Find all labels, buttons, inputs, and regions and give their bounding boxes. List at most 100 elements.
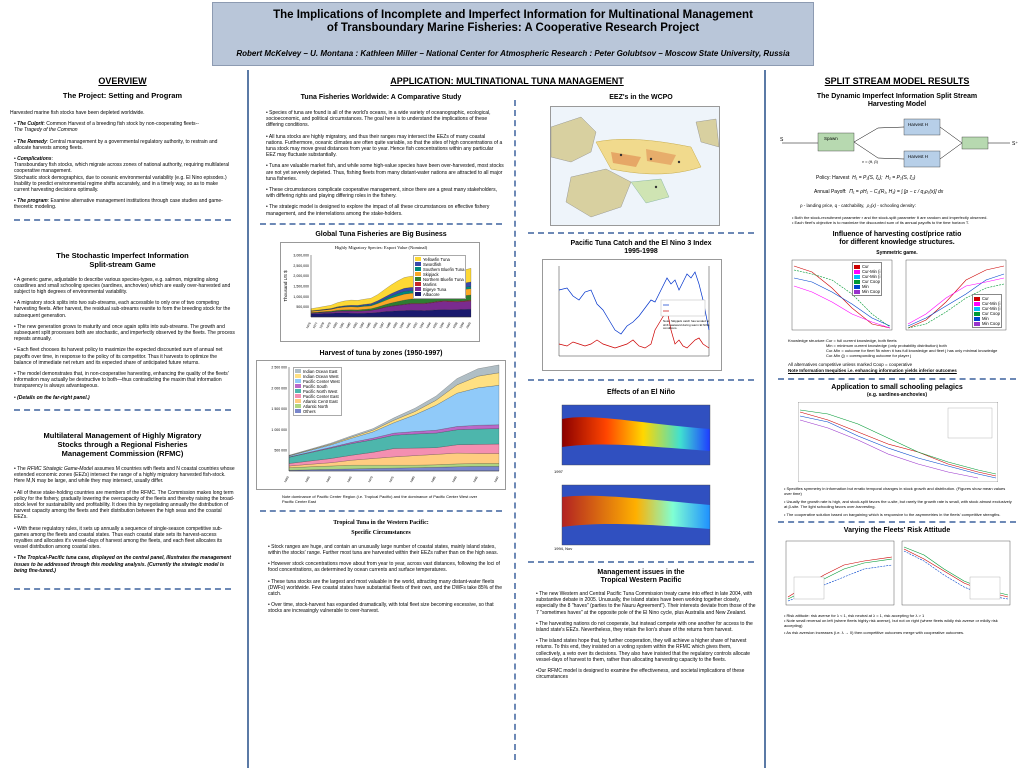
eez-heading: EEZ's in the WCPO bbox=[609, 94, 673, 101]
legend-item: Pacific South bbox=[295, 384, 340, 389]
x-tick-label: 1978 bbox=[318, 321, 325, 329]
knowledge-min: Min = minimum current knowledge (only pr… bbox=[826, 343, 947, 348]
x-tick-label: 1993 bbox=[418, 321, 425, 329]
y-tick-label: 500 000 bbox=[274, 449, 287, 453]
stochastic-p3-text: The new generation grows to maturity and… bbox=[14, 323, 235, 343]
multi-p3-text: With these regulatory rules, it sets up … bbox=[14, 525, 223, 551]
global-chart-title: Highly Migratory Species: Export Value (… bbox=[334, 244, 428, 250]
stochastic-p6: • (Details on the far-right panel.) bbox=[14, 394, 90, 401]
poster-title: The Implications of Incomplete and Imper… bbox=[213, 9, 813, 35]
tuna-p3: • Tuna are valuable market fish, and whi… bbox=[266, 163, 504, 182]
legend-item: Min Coop bbox=[974, 321, 1000, 326]
legend-item: Min bbox=[974, 316, 1000, 321]
multi-p1-b: RFMC Strategic Game-Model bbox=[27, 465, 93, 472]
risk-bullets: • Risk attitude: risk averse for λ < 1, … bbox=[770, 609, 1024, 635]
complication-1: Transboundary fish stocks, which migrate… bbox=[14, 162, 230, 175]
risk-b3: • As risk aversion increases (i.e. λ → 0… bbox=[784, 630, 965, 635]
school-b1: • Specifies symmetry in information but … bbox=[784, 486, 1006, 496]
result-b1-text: Both the stock-recruitment parameter r a… bbox=[794, 215, 988, 220]
x-tick-label: 1950 bbox=[283, 475, 290, 483]
schooling-bullets: • Specifies symmetry in information but … bbox=[770, 482, 1024, 517]
legend-swatch bbox=[415, 282, 421, 287]
result-b2-text: Each fleet's objective is to maximize th… bbox=[794, 220, 969, 225]
svg-text:S: S bbox=[780, 137, 784, 143]
x-tick-label: 1997 bbox=[445, 321, 452, 329]
y-tick-label: 2,500,000 bbox=[293, 264, 309, 268]
tuna-subcolumn: Tuna Fisheries Worldwide: A Comparative … bbox=[252, 94, 510, 620]
catch-elnino-chart bbox=[558, 266, 710, 357]
multi-p4: • The Tropical-Pacific tuna case, displa… bbox=[14, 555, 232, 574]
legend-swatch bbox=[295, 409, 301, 414]
legend-item: Pacific Center West bbox=[295, 379, 340, 384]
legend-label: Pacific South bbox=[303, 383, 328, 389]
influence-charts: Cur Cur-Min (i Cur-Min (i Cur Coop Min Min Co… bbox=[782, 258, 1012, 336]
x-tick-label: 1987 bbox=[378, 321, 385, 329]
x-tick-label: 1980 bbox=[332, 321, 339, 329]
divider bbox=[14, 218, 231, 221]
tuna-p1-text: Species of tuna are found is all of the … bbox=[266, 110, 491, 129]
divider bbox=[14, 408, 231, 411]
program-label: The program bbox=[17, 198, 48, 205]
legend-swatch bbox=[415, 292, 421, 297]
legend-swatch bbox=[854, 284, 860, 289]
overview-heading: OVERVIEW bbox=[98, 76, 147, 86]
tuna-p5: • The strategic model is designed to exp… bbox=[266, 204, 490, 217]
poster-authors: Robert McKelvey – U. Montana : Kathleen … bbox=[236, 49, 790, 58]
tropical-heading: Tropical Tuna in the Western Pacific: Sp… bbox=[252, 518, 510, 538]
catch-heading: Pacific Tuna Catch and the El Nino 3 Ind… bbox=[520, 240, 762, 256]
x-tick-label: 1976 bbox=[305, 321, 312, 329]
legend-item: Atlantic Centr East bbox=[295, 399, 340, 404]
x-tick-label: 1984 bbox=[358, 321, 365, 329]
legend-label: Cur bbox=[982, 296, 989, 301]
area-series-indian-ocean-east bbox=[288, 364, 500, 456]
legend-swatch bbox=[415, 257, 421, 262]
catch-note: Note: Skipjack catch has tended to shift… bbox=[663, 319, 710, 331]
divider bbox=[260, 222, 502, 225]
legend-label: Atlantic Centr East bbox=[303, 398, 338, 404]
program-text: : Examine alternative management institu… bbox=[14, 198, 223, 211]
zones-chart: 2 500 000 2 000 000 1 500 000 1 000 000 500 … bbox=[256, 359, 506, 490]
risk-b1: • Risk attitude: risk averse for λ < 1, … bbox=[784, 613, 925, 618]
legend-label: Others bbox=[303, 408, 316, 414]
wcpo-subcolumn: EEZ's in the WCPO Pacific Tuna Catch and… bbox=[520, 94, 762, 685]
legend-item: Marlins bbox=[415, 282, 464, 287]
result-b2: • Each fleet's objective is to maximize … bbox=[792, 220, 969, 225]
legend-swatch bbox=[295, 374, 301, 379]
tropical-heading-1: Tropical Tuna in the Western Pacific: bbox=[333, 519, 429, 526]
x-tick-label: 1983 bbox=[352, 321, 359, 329]
remedy-label: The Remedy bbox=[17, 138, 47, 145]
legend-swatch bbox=[295, 389, 301, 394]
influence-heading-2: for different knowledge structures. bbox=[839, 239, 955, 246]
knowledge-label: Knowledge structure: bbox=[788, 338, 826, 343]
legend-label: Cur Coop bbox=[982, 311, 1000, 316]
catch-chart: Note: Skipjack catch has tended to shift… bbox=[542, 259, 722, 371]
legend-swatch bbox=[295, 384, 301, 389]
result-b1: • Both the stock-recruitment parameter r… bbox=[792, 215, 988, 220]
annual-row: Annual Payoff: Π₁ = ρH₁ − C₁(R₁, H₁) = ∫… bbox=[814, 189, 944, 195]
y-tick-label: 500,000 bbox=[296, 305, 309, 309]
risk-charts bbox=[785, 540, 1011, 606]
legend-label: Pacific Center West bbox=[303, 378, 340, 384]
x-tick-label: 1960 bbox=[325, 475, 332, 483]
x-tick-label: 1996 bbox=[438, 321, 445, 329]
risk-heading: Varying the Fleets' Risk Attitude bbox=[843, 527, 951, 534]
tropical-p2: • However stock concentrations move abou… bbox=[268, 561, 500, 574]
legend-swatch bbox=[415, 277, 421, 282]
global-heading: Global Tuna Fisheries are Big Business bbox=[315, 230, 447, 238]
dynamic-heading: The Dynamic Imperfect Information Split … bbox=[770, 93, 1024, 109]
legend-item: Cur-Min (i bbox=[854, 274, 880, 279]
tropical-heading-2: Specific Circumstances bbox=[351, 529, 411, 536]
poster-header: The Implications of Incomplete and Imper… bbox=[212, 2, 814, 66]
x-tick-label: 1985 bbox=[430, 475, 437, 483]
y-tick-label: 1,500,000 bbox=[293, 284, 309, 288]
divider bbox=[528, 232, 754, 234]
legend-swatch bbox=[974, 321, 980, 326]
overview-text: Harvested marine fish stocks have been d… bbox=[0, 110, 245, 211]
multilateral-text: • The RFMC Strategic Game-Model assumes … bbox=[0, 466, 245, 574]
legend-label: Cur-Min (i bbox=[862, 274, 881, 279]
diagram-harvest-1: Harvest H bbox=[908, 122, 929, 127]
x-tick-label: 1992 bbox=[412, 321, 419, 329]
multi-p3: • With these regulatory rules, it sets u… bbox=[14, 525, 223, 551]
legend-swatch bbox=[974, 296, 980, 301]
knowledge-items: Cur = full current knowledge, both fleet… bbox=[826, 338, 1016, 358]
